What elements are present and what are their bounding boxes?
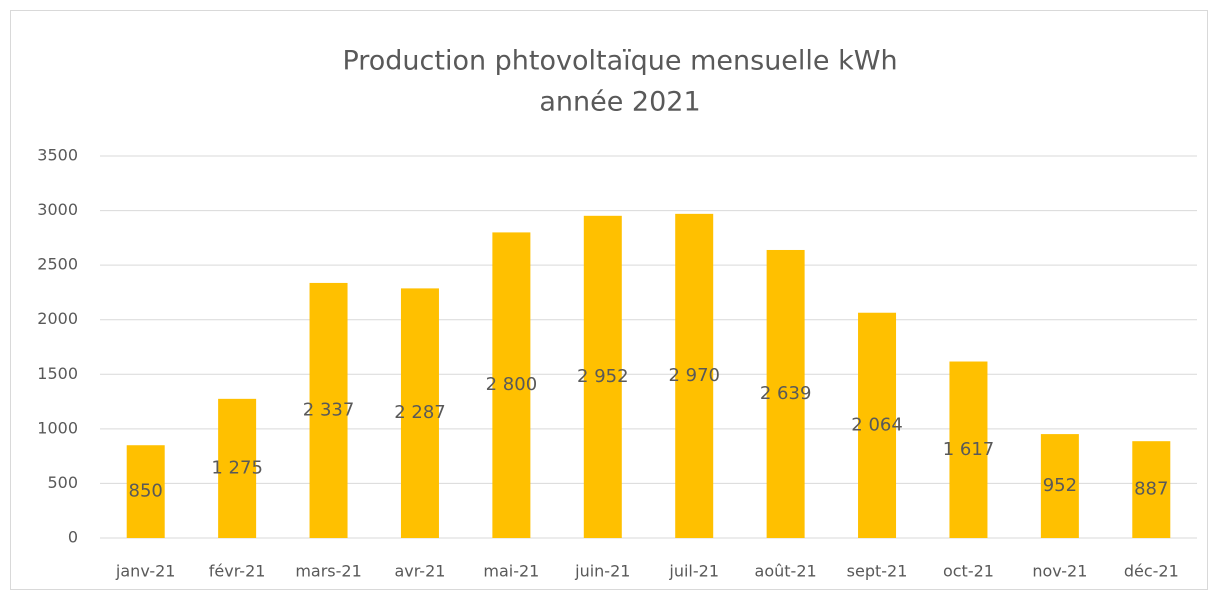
data-label: 850 [129, 481, 163, 502]
bar [492, 232, 531, 538]
y-tick-label: 3500 [37, 146, 78, 165]
x-tick-label: juil-21 [668, 562, 719, 581]
data-label: 2 639 [760, 383, 812, 404]
y-tick-label: 1000 [37, 418, 78, 437]
data-label: 887 [1134, 479, 1168, 500]
x-tick-label: janv-21 [115, 562, 176, 581]
y-tick-label: 1500 [37, 364, 78, 383]
data-label: 952 [1043, 475, 1077, 496]
y-tick-label: 500 [47, 473, 78, 492]
chart-title: Production phtovoltaïque mensuelle kWh [342, 46, 897, 77]
data-label: 2 287 [394, 402, 446, 423]
x-tick-label: mai-21 [483, 562, 539, 581]
x-tick-label: sept-21 [847, 562, 908, 581]
x-tick-label: févr-21 [209, 562, 266, 581]
bar [400, 288, 439, 538]
y-tick-label: 0 [68, 528, 78, 547]
y-tick-label: 2500 [37, 255, 78, 274]
bar [583, 215, 622, 538]
data-label: 2 064 [851, 414, 903, 435]
bar [949, 361, 988, 538]
x-tick-label: avr-21 [394, 562, 445, 581]
bar [1040, 434, 1079, 538]
x-tick-label: déc-21 [1124, 562, 1179, 581]
bar [858, 312, 897, 538]
x-tick-label: juin-21 [574, 562, 630, 581]
data-label: 2 970 [668, 365, 720, 386]
y-tick-label: 3000 [37, 200, 78, 219]
y-tick-label: 2000 [37, 309, 78, 328]
x-tick-label: oct-21 [943, 562, 994, 581]
bar [126, 445, 165, 538]
bar [309, 282, 348, 538]
chart-title: année 2021 [539, 87, 700, 118]
data-label: 2 337 [303, 399, 355, 420]
bar [1132, 441, 1171, 538]
data-label: 2 800 [486, 374, 538, 395]
x-tick-label: mars-21 [295, 562, 361, 581]
bar [766, 249, 805, 539]
bar [218, 398, 257, 538]
data-label: 1 275 [211, 457, 263, 478]
bar [675, 213, 714, 539]
x-tick-label: août-21 [755, 562, 817, 581]
x-tick-label: nov-21 [1032, 562, 1087, 581]
data-label: 2 952 [577, 366, 629, 387]
data-label: 1 617 [943, 439, 995, 460]
